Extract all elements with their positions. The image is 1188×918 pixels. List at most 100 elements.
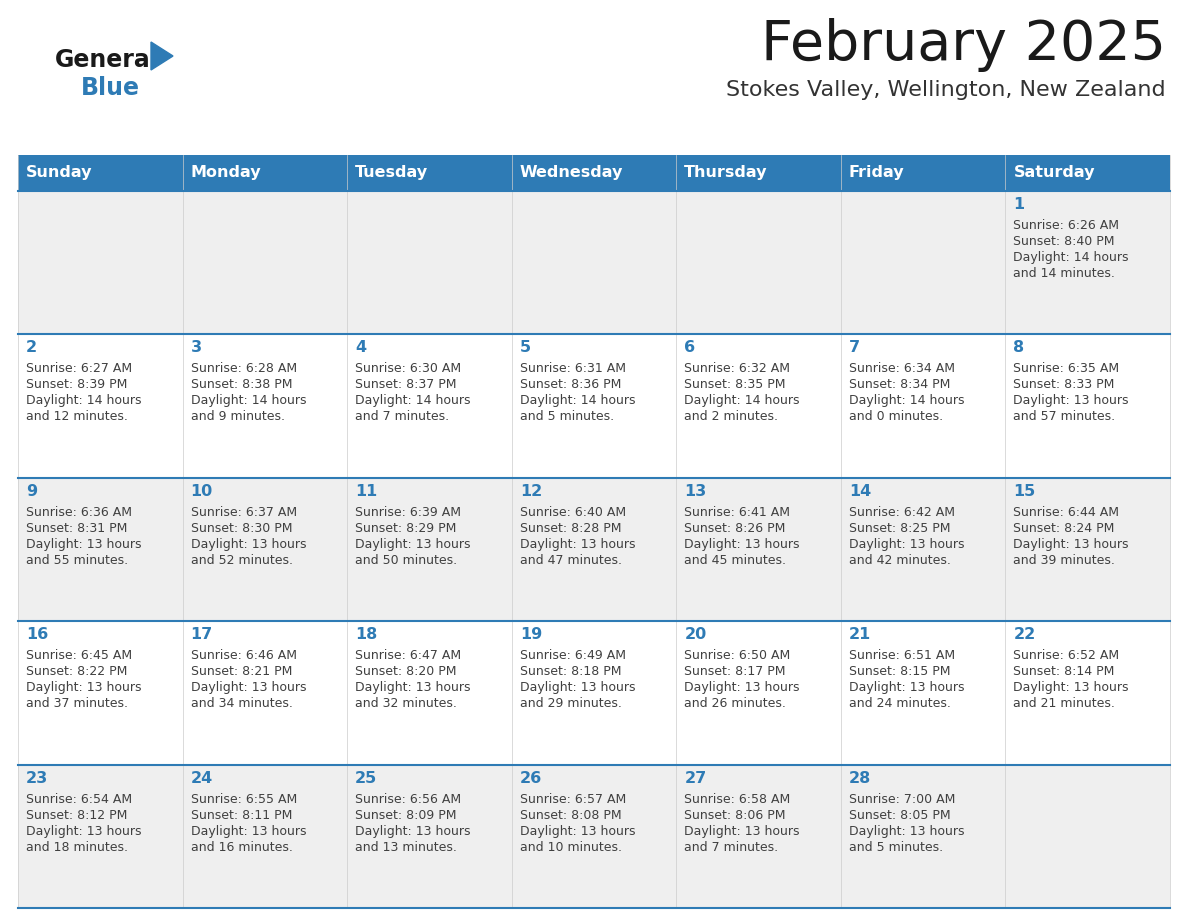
Text: 24: 24 (190, 770, 213, 786)
Text: 19: 19 (519, 627, 542, 643)
Text: Sunset: 8:06 PM: Sunset: 8:06 PM (684, 809, 785, 822)
Text: Daylight: 13 hours: Daylight: 13 hours (849, 824, 965, 837)
Text: Wednesday: Wednesday (519, 165, 623, 181)
Text: Daylight: 13 hours: Daylight: 13 hours (684, 538, 800, 551)
Text: Sunrise: 6:46 AM: Sunrise: 6:46 AM (190, 649, 297, 662)
Text: and 39 minutes.: and 39 minutes. (1013, 554, 1116, 566)
Text: Sunset: 8:20 PM: Sunset: 8:20 PM (355, 666, 456, 678)
Text: Sunrise: 6:52 AM: Sunrise: 6:52 AM (1013, 649, 1119, 662)
Text: Sunset: 8:38 PM: Sunset: 8:38 PM (190, 378, 292, 391)
Text: Daylight: 14 hours: Daylight: 14 hours (684, 395, 800, 408)
Text: 16: 16 (26, 627, 49, 643)
Text: Daylight: 13 hours: Daylight: 13 hours (355, 681, 470, 694)
Text: and 0 minutes.: and 0 minutes. (849, 410, 943, 423)
Text: Daylight: 13 hours: Daylight: 13 hours (684, 681, 800, 694)
Text: Daylight: 13 hours: Daylight: 13 hours (1013, 538, 1129, 551)
Text: Sunset: 8:05 PM: Sunset: 8:05 PM (849, 809, 950, 822)
Text: Daylight: 14 hours: Daylight: 14 hours (190, 395, 307, 408)
Text: Daylight: 13 hours: Daylight: 13 hours (355, 538, 470, 551)
Text: Sunset: 8:18 PM: Sunset: 8:18 PM (519, 666, 621, 678)
Text: Sunset: 8:31 PM: Sunset: 8:31 PM (26, 521, 127, 535)
Text: Sunrise: 6:36 AM: Sunrise: 6:36 AM (26, 506, 132, 519)
Text: Sunrise: 6:30 AM: Sunrise: 6:30 AM (355, 363, 461, 375)
Text: Thursday: Thursday (684, 165, 767, 181)
Text: 15: 15 (1013, 484, 1036, 498)
Text: Daylight: 14 hours: Daylight: 14 hours (355, 395, 470, 408)
Text: 26: 26 (519, 770, 542, 786)
Text: 28: 28 (849, 770, 871, 786)
Text: February 2025: February 2025 (762, 18, 1165, 72)
Bar (676, 155, 841, 191)
Text: Daylight: 13 hours: Daylight: 13 hours (26, 538, 141, 551)
Text: Sunrise: 6:58 AM: Sunrise: 6:58 AM (684, 792, 790, 806)
Bar (1005, 155, 1170, 191)
Text: 23: 23 (26, 770, 49, 786)
Text: Blue: Blue (81, 76, 140, 100)
Text: 13: 13 (684, 484, 707, 498)
Text: Daylight: 13 hours: Daylight: 13 hours (190, 824, 307, 837)
Text: 22: 22 (1013, 627, 1036, 643)
Bar (18, 477, 1170, 621)
Text: Sunrise: 6:40 AM: Sunrise: 6:40 AM (519, 506, 626, 519)
Text: Sunrise: 6:34 AM: Sunrise: 6:34 AM (849, 363, 955, 375)
Text: Sunrise: 6:26 AM: Sunrise: 6:26 AM (1013, 219, 1119, 232)
Text: Daylight: 13 hours: Daylight: 13 hours (849, 681, 965, 694)
Text: Sunrise: 6:56 AM: Sunrise: 6:56 AM (355, 792, 461, 806)
Text: Sunrise: 6:44 AM: Sunrise: 6:44 AM (1013, 506, 1119, 519)
Text: Daylight: 13 hours: Daylight: 13 hours (26, 681, 141, 694)
Text: 7: 7 (849, 341, 860, 355)
Text: and 7 minutes.: and 7 minutes. (355, 410, 449, 423)
Text: Daylight: 13 hours: Daylight: 13 hours (519, 824, 636, 837)
Text: Sunrise: 6:55 AM: Sunrise: 6:55 AM (190, 792, 297, 806)
Text: Sunset: 8:22 PM: Sunset: 8:22 PM (26, 666, 127, 678)
Text: Sunset: 8:28 PM: Sunset: 8:28 PM (519, 521, 621, 535)
Bar (18, 191, 1170, 334)
Text: Daylight: 13 hours: Daylight: 13 hours (190, 681, 307, 694)
Text: and 52 minutes.: and 52 minutes. (190, 554, 292, 566)
Text: Daylight: 13 hours: Daylight: 13 hours (26, 824, 141, 837)
Text: Tuesday: Tuesday (355, 165, 428, 181)
Text: Sunset: 8:29 PM: Sunset: 8:29 PM (355, 521, 456, 535)
Text: 1: 1 (1013, 197, 1024, 212)
Text: and 29 minutes.: and 29 minutes. (519, 697, 621, 711)
Text: Sunset: 8:36 PM: Sunset: 8:36 PM (519, 378, 621, 391)
Text: 6: 6 (684, 341, 695, 355)
Text: Sunrise: 6:37 AM: Sunrise: 6:37 AM (190, 506, 297, 519)
Text: Sunset: 8:33 PM: Sunset: 8:33 PM (1013, 378, 1114, 391)
Text: 14: 14 (849, 484, 871, 498)
Text: Sunset: 8:11 PM: Sunset: 8:11 PM (190, 809, 292, 822)
Text: Sunset: 8:09 PM: Sunset: 8:09 PM (355, 809, 456, 822)
Text: Monday: Monday (190, 165, 261, 181)
Text: and 7 minutes.: and 7 minutes. (684, 841, 778, 854)
Text: Sunset: 8:08 PM: Sunset: 8:08 PM (519, 809, 621, 822)
Text: 5: 5 (519, 341, 531, 355)
Text: Sunrise: 6:49 AM: Sunrise: 6:49 AM (519, 649, 626, 662)
Text: Sunset: 8:40 PM: Sunset: 8:40 PM (1013, 235, 1114, 248)
Text: Sunset: 8:37 PM: Sunset: 8:37 PM (355, 378, 456, 391)
Text: Sunrise: 6:35 AM: Sunrise: 6:35 AM (1013, 363, 1119, 375)
Text: Sunset: 8:26 PM: Sunset: 8:26 PM (684, 521, 785, 535)
Text: and 12 minutes.: and 12 minutes. (26, 410, 128, 423)
Text: and 45 minutes.: and 45 minutes. (684, 554, 786, 566)
Text: Sunrise: 6:32 AM: Sunrise: 6:32 AM (684, 363, 790, 375)
Text: and 50 minutes.: and 50 minutes. (355, 554, 457, 566)
Text: 20: 20 (684, 627, 707, 643)
Text: Sunset: 8:15 PM: Sunset: 8:15 PM (849, 666, 950, 678)
Text: Sunset: 8:39 PM: Sunset: 8:39 PM (26, 378, 127, 391)
Text: and 26 minutes.: and 26 minutes. (684, 697, 786, 711)
Text: and 13 minutes.: and 13 minutes. (355, 841, 457, 854)
Text: Saturday: Saturday (1013, 165, 1095, 181)
Text: Sunrise: 6:41 AM: Sunrise: 6:41 AM (684, 506, 790, 519)
Text: Sunset: 8:35 PM: Sunset: 8:35 PM (684, 378, 785, 391)
Text: Daylight: 14 hours: Daylight: 14 hours (849, 395, 965, 408)
Text: Friday: Friday (849, 165, 904, 181)
Bar (18, 334, 1170, 477)
Text: Sunrise: 6:27 AM: Sunrise: 6:27 AM (26, 363, 132, 375)
Text: Sunrise: 6:54 AM: Sunrise: 6:54 AM (26, 792, 132, 806)
Text: and 57 minutes.: and 57 minutes. (1013, 410, 1116, 423)
Text: Daylight: 14 hours: Daylight: 14 hours (1013, 251, 1129, 264)
Text: Sunrise: 6:31 AM: Sunrise: 6:31 AM (519, 363, 626, 375)
Text: and 18 minutes.: and 18 minutes. (26, 841, 128, 854)
Text: Daylight: 13 hours: Daylight: 13 hours (519, 681, 636, 694)
Text: 8: 8 (1013, 341, 1024, 355)
